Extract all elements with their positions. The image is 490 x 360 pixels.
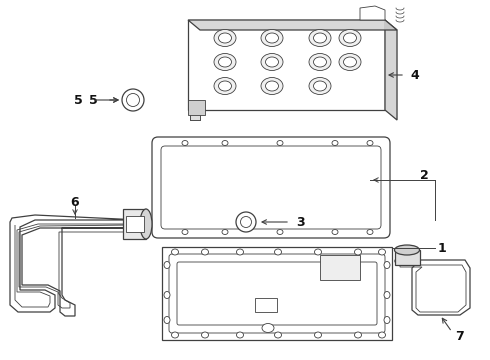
Ellipse shape — [172, 332, 178, 338]
Ellipse shape — [354, 332, 362, 338]
Ellipse shape — [394, 245, 419, 255]
Ellipse shape — [190, 104, 200, 112]
Ellipse shape — [354, 249, 362, 255]
Ellipse shape — [314, 57, 326, 67]
Ellipse shape — [339, 54, 361, 71]
Ellipse shape — [122, 89, 144, 111]
Polygon shape — [360, 6, 385, 20]
Ellipse shape — [262, 324, 274, 333]
Bar — [255, 298, 277, 312]
Ellipse shape — [266, 33, 278, 43]
Ellipse shape — [201, 332, 209, 338]
Ellipse shape — [261, 30, 283, 46]
Ellipse shape — [309, 30, 331, 46]
Text: 1: 1 — [438, 242, 447, 255]
Text: 4: 4 — [410, 68, 419, 81]
Polygon shape — [188, 100, 205, 115]
Ellipse shape — [214, 30, 236, 46]
Ellipse shape — [314, 81, 326, 91]
Ellipse shape — [237, 332, 244, 338]
FancyBboxPatch shape — [161, 146, 381, 229]
Ellipse shape — [367, 230, 373, 234]
Ellipse shape — [332, 140, 338, 145]
FancyBboxPatch shape — [169, 254, 385, 333]
Ellipse shape — [309, 54, 331, 71]
Ellipse shape — [236, 212, 256, 232]
Ellipse shape — [342, 258, 352, 266]
Ellipse shape — [266, 81, 278, 91]
Ellipse shape — [222, 230, 228, 234]
Ellipse shape — [332, 271, 342, 279]
Ellipse shape — [237, 249, 244, 255]
Ellipse shape — [261, 54, 283, 71]
Text: 6: 6 — [71, 195, 79, 208]
Bar — [126, 216, 144, 232]
Ellipse shape — [343, 57, 357, 67]
Ellipse shape — [219, 57, 231, 67]
Ellipse shape — [325, 258, 335, 266]
Ellipse shape — [182, 230, 188, 234]
Ellipse shape — [164, 292, 170, 298]
Ellipse shape — [315, 332, 321, 338]
Ellipse shape — [314, 33, 326, 43]
Polygon shape — [123, 209, 146, 239]
Polygon shape — [188, 20, 397, 30]
Text: 5: 5 — [89, 94, 98, 107]
Text: 5: 5 — [74, 94, 83, 107]
Ellipse shape — [261, 77, 283, 95]
Polygon shape — [385, 20, 397, 120]
Ellipse shape — [384, 292, 390, 298]
Ellipse shape — [140, 209, 152, 239]
Ellipse shape — [315, 249, 321, 255]
Polygon shape — [395, 250, 420, 265]
Polygon shape — [320, 255, 360, 280]
Text: 2: 2 — [420, 168, 429, 181]
Ellipse shape — [339, 30, 361, 46]
Text: 7: 7 — [455, 329, 464, 342]
Ellipse shape — [219, 81, 231, 91]
Ellipse shape — [367, 140, 373, 145]
Ellipse shape — [219, 33, 231, 43]
Ellipse shape — [164, 261, 170, 269]
Ellipse shape — [277, 140, 283, 145]
Ellipse shape — [309, 77, 331, 95]
Ellipse shape — [384, 261, 390, 269]
Ellipse shape — [190, 104, 200, 112]
Polygon shape — [395, 260, 470, 315]
Polygon shape — [190, 108, 200, 120]
Ellipse shape — [277, 230, 283, 234]
Ellipse shape — [266, 57, 278, 67]
Polygon shape — [190, 108, 200, 120]
Ellipse shape — [274, 249, 281, 255]
Ellipse shape — [182, 140, 188, 145]
Ellipse shape — [241, 216, 251, 228]
Ellipse shape — [214, 54, 236, 71]
FancyBboxPatch shape — [152, 137, 390, 238]
Text: 3: 3 — [296, 216, 305, 229]
Ellipse shape — [172, 249, 178, 255]
Ellipse shape — [378, 249, 386, 255]
Ellipse shape — [222, 140, 228, 145]
Ellipse shape — [164, 316, 170, 324]
Polygon shape — [162, 247, 392, 340]
Ellipse shape — [343, 33, 357, 43]
Ellipse shape — [274, 332, 281, 338]
Ellipse shape — [201, 249, 209, 255]
Ellipse shape — [214, 77, 236, 95]
Ellipse shape — [378, 332, 386, 338]
FancyBboxPatch shape — [177, 262, 377, 325]
Polygon shape — [10, 215, 140, 316]
Ellipse shape — [332, 230, 338, 234]
Ellipse shape — [126, 94, 140, 107]
Polygon shape — [188, 20, 385, 110]
Ellipse shape — [384, 316, 390, 324]
